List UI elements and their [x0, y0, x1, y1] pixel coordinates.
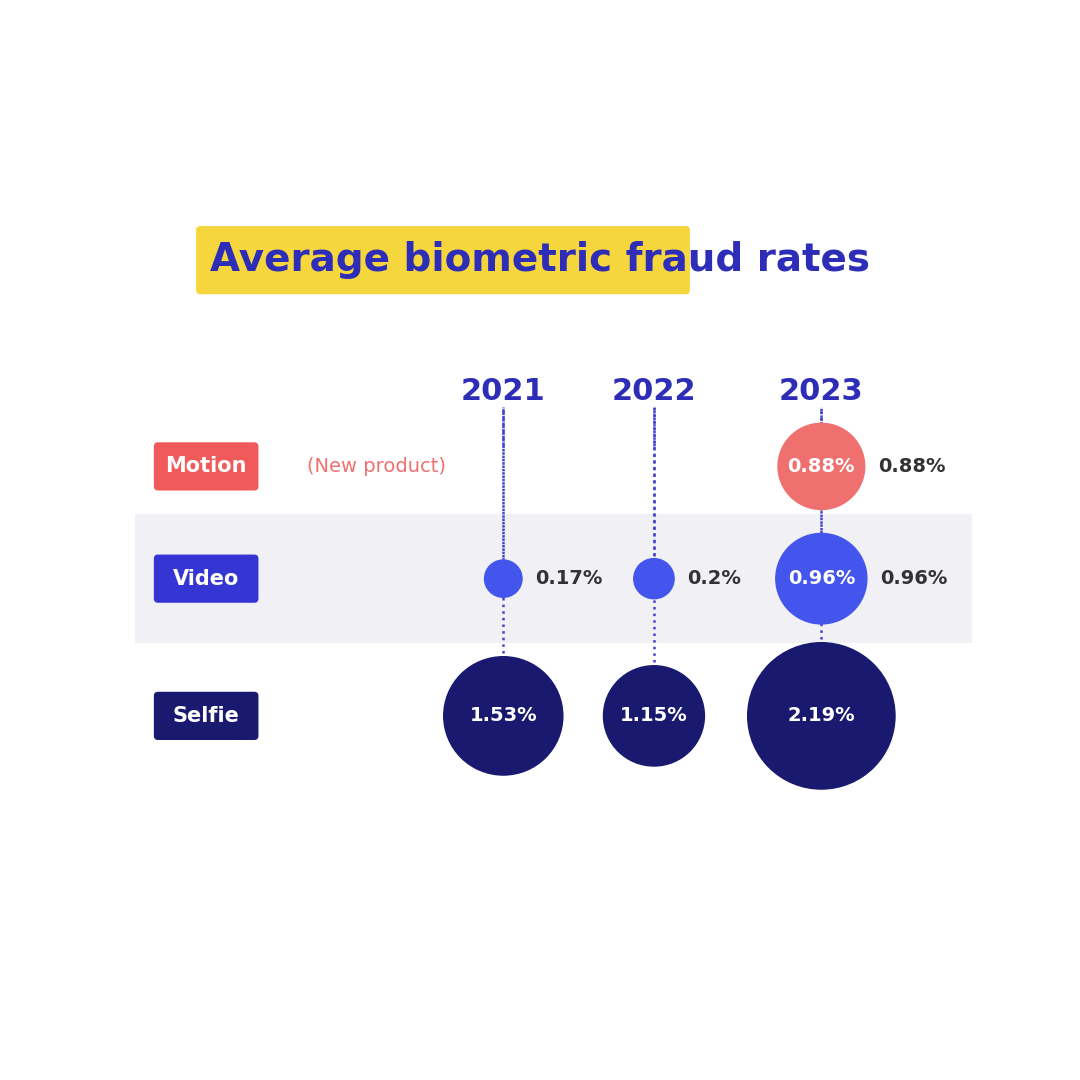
FancyBboxPatch shape	[135, 514, 972, 643]
Text: 2023: 2023	[779, 377, 864, 406]
Text: 1.15%: 1.15%	[620, 706, 688, 726]
FancyBboxPatch shape	[153, 443, 258, 490]
Text: 2021: 2021	[461, 377, 545, 406]
Text: 0.88%: 0.88%	[787, 457, 855, 476]
Text: 2022: 2022	[611, 377, 697, 406]
Text: 2.19%: 2.19%	[787, 706, 855, 726]
Circle shape	[778, 423, 865, 510]
Circle shape	[604, 665, 704, 766]
Circle shape	[747, 643, 895, 789]
Text: 0.2%: 0.2%	[688, 569, 741, 589]
Text: 1.53%: 1.53%	[470, 706, 537, 726]
Circle shape	[485, 561, 522, 597]
Text: 0.96%: 0.96%	[880, 569, 947, 589]
Circle shape	[775, 534, 867, 624]
FancyBboxPatch shape	[197, 226, 690, 294]
Text: 0.88%: 0.88%	[878, 457, 946, 476]
Circle shape	[444, 657, 563, 775]
Text: Motion: Motion	[165, 457, 247, 476]
FancyBboxPatch shape	[153, 554, 258, 603]
Text: 0.17%: 0.17%	[536, 569, 603, 589]
FancyBboxPatch shape	[153, 692, 258, 740]
Text: Average biometric fraud rates: Average biometric fraud rates	[211, 241, 870, 279]
Circle shape	[634, 558, 674, 598]
Text: Selfie: Selfie	[173, 706, 240, 726]
Text: 0.96%: 0.96%	[787, 569, 855, 589]
Text: Video: Video	[173, 569, 240, 589]
Text: (New product): (New product)	[307, 457, 446, 476]
